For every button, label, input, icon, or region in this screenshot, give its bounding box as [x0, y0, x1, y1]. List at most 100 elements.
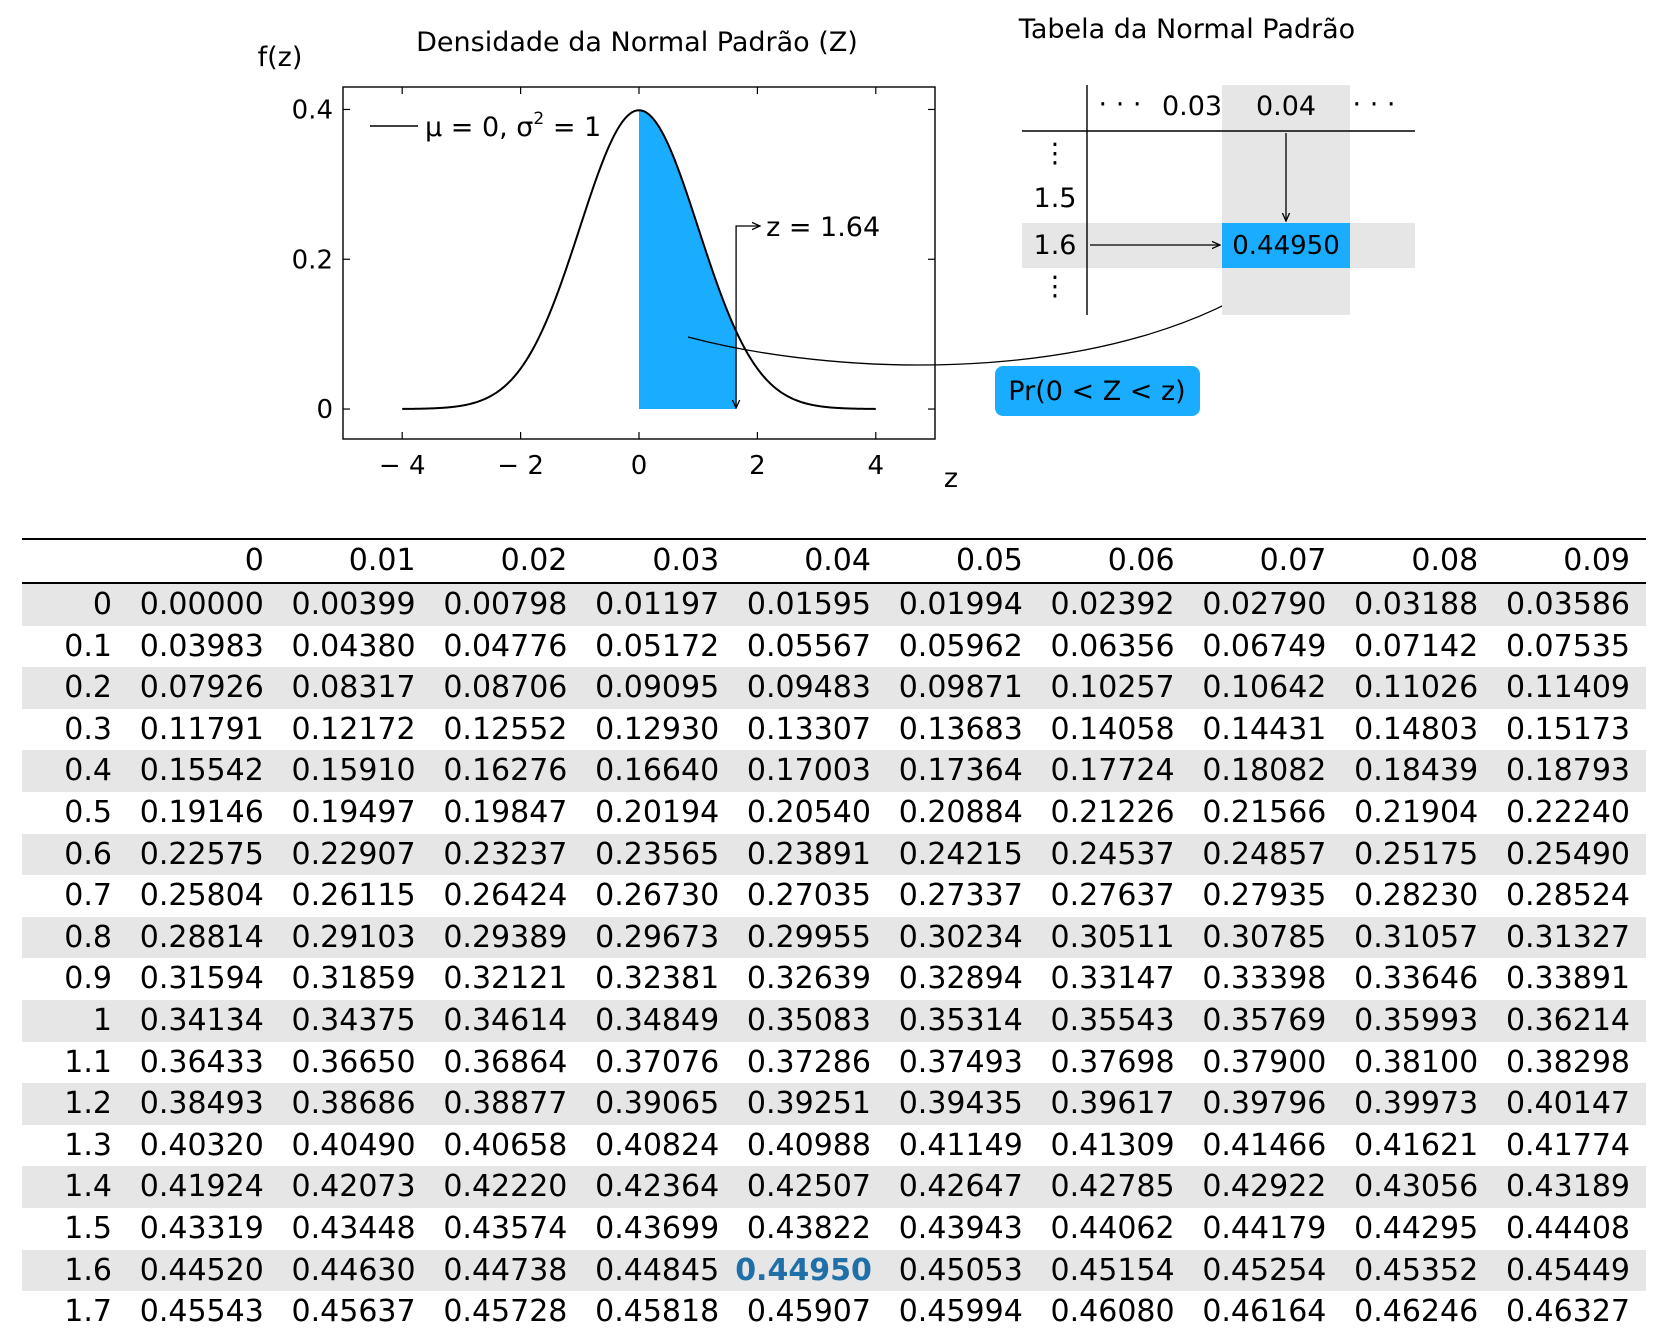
table-cell: 0.36433: [139, 1044, 264, 1080]
table-cell: 0.18439: [1354, 753, 1479, 789]
table-cell: 0.42220: [443, 1169, 568, 1205]
table-cell: 0.02392: [1050, 587, 1175, 622]
table-cell: 0.11791: [139, 711, 264, 747]
table-cell: 0.42922: [1202, 1169, 1327, 1205]
probability-callout: Pr(0 < Z < z): [995, 366, 1200, 416]
table-cell: 0.28524: [1505, 878, 1630, 914]
table-row: 0.6 0.22575 0.22907 0.23237 0.23565 0.23891 0.…: [22, 833, 1646, 876]
table-cell: 0.09483: [746, 670, 871, 706]
table-cell: 0.21904: [1354, 794, 1479, 830]
table-cell: 0.27935: [1202, 878, 1327, 914]
table-cell: 0.46246: [1354, 1294, 1479, 1330]
column-header: 0.02: [500, 543, 568, 578]
table-cell: 0.42647: [898, 1169, 1023, 1205]
table-cell: 0.09871: [898, 670, 1023, 706]
table-row: 0 0.00000 0.00399 0.00798 0.01197 0.01595 0.01…: [22, 583, 1646, 626]
table-cell: 0.31859: [291, 961, 416, 997]
x-ticks: − 4 − 2 0 2 4: [379, 87, 884, 481]
table-cell: 0.34849: [595, 1002, 720, 1038]
table-cell: 0.25804: [139, 878, 264, 914]
table-cell: 0.38100: [1354, 1044, 1479, 1080]
table-cell: 0.40320: [139, 1127, 264, 1163]
row-header: 0.8: [64, 919, 112, 955]
table-cell: 0.22907: [291, 836, 416, 872]
table-cell: 0.31327: [1505, 919, 1630, 955]
table-cell: 0.38686: [291, 1086, 416, 1122]
table-cell: 0.37493: [898, 1044, 1023, 1080]
table-cell: 0.14431: [1202, 711, 1327, 747]
table-cell: 0.45637: [291, 1294, 416, 1330]
table-cell: 0.46080: [1050, 1294, 1175, 1330]
table-row: 1.4 0.41924 0.42073 0.42220 0.42364 0.42507 0.…: [22, 1166, 1646, 1208]
table-cell: 0.22575: [139, 836, 264, 872]
table-cell: 0.16276: [443, 753, 568, 789]
table-row: 1 0.34134 0.34375 0.34614 0.34849 0.35083 0.35…: [22, 999, 1646, 1042]
table-cell: 0.11026: [1354, 670, 1479, 706]
table-cell: 0.17364: [898, 753, 1023, 789]
table-cell: 0.17724: [1050, 753, 1175, 789]
table-cell: 0.29389: [443, 919, 568, 955]
row-header: 0.6: [64, 836, 112, 872]
row-header: 1.4: [64, 1169, 112, 1205]
table-cell: 0.36864: [443, 1044, 568, 1080]
table-cell: 0.10642: [1202, 670, 1327, 706]
x-tick-label: − 2: [497, 451, 544, 481]
table-cell: 0.36650: [291, 1044, 416, 1080]
table-cell: 0.34134: [139, 1002, 264, 1038]
table-cell: 0.01595: [746, 587, 871, 622]
shaded-area: [639, 110, 737, 410]
table-row: 0.8 0.28814 0.29103 0.29389 0.29673 0.29955 0.…: [22, 916, 1646, 959]
table-cell: 0.03188: [1354, 587, 1479, 622]
table-cell: 0.40658: [443, 1127, 568, 1163]
table-cell: 0.39435: [898, 1086, 1023, 1122]
table-cell: 0.40988: [746, 1127, 871, 1163]
table-cell: 0.39065: [595, 1086, 720, 1122]
row-header: 0.7: [64, 878, 112, 914]
table-cell: 0.44408: [1505, 1210, 1630, 1246]
table-cell: 0.15910: [291, 753, 416, 789]
table-body: 0 0.00000 0.00399 0.00798 0.01197 0.01595 0.01…: [22, 583, 1646, 1333]
table-cell: 0.43448: [291, 1210, 416, 1246]
table-row: 1.6 0.44520 0.44630 0.44738 0.44845 0.44950 0.…: [22, 1249, 1646, 1292]
table-cell: 0.20194: [595, 794, 720, 830]
mini-row-16: 1.6: [1034, 230, 1077, 261]
table-cell: 0.37286: [746, 1044, 871, 1080]
table-cell: 0.11409: [1505, 670, 1630, 706]
table-cell: 0.38493: [139, 1086, 264, 1122]
table-cell: 0.24537: [1050, 836, 1175, 872]
table-cell: 0.45818: [595, 1294, 720, 1330]
table-cell: 0.45254: [1202, 1252, 1327, 1288]
row-header: 0.5: [64, 794, 112, 830]
row-header: 0.1: [64, 628, 112, 664]
table-cell: 0.03586: [1505, 587, 1630, 622]
table-cell: 0.38298: [1505, 1044, 1630, 1080]
table-cell: 0.02790: [1202, 587, 1327, 622]
table-cell: 0.33646: [1354, 961, 1479, 997]
table-cell: 0.43574: [443, 1210, 568, 1246]
table-cell: 0.20884: [898, 794, 1023, 830]
table-cell: 0.05567: [746, 628, 871, 664]
mini-value: 0.44950: [1232, 231, 1340, 261]
table-cell: 0.06749: [1202, 628, 1327, 664]
table-cell: 0.29955: [746, 919, 871, 955]
table-cell: 0.15173: [1505, 711, 1630, 747]
column-header: 0.09: [1563, 543, 1630, 578]
table-cell: 0.41309: [1050, 1127, 1175, 1163]
table-row: 1.5 0.43319 0.43448 0.43574 0.43699 0.43822 0.…: [22, 1208, 1646, 1250]
table-cell: 0.25490: [1505, 836, 1630, 872]
table-cell: 0.05962: [898, 628, 1023, 664]
table-cell: 0.27337: [898, 878, 1023, 914]
row-header: 0.3: [64, 711, 112, 747]
column-header: 0.05: [955, 543, 1023, 578]
z-annotation-label: z = 1.64: [766, 212, 880, 243]
y-tick-label: 0.4: [292, 95, 333, 125]
row-header: 1.5: [64, 1210, 112, 1246]
table-cell: 0.23891: [746, 836, 871, 872]
table-cell: 0.37076: [595, 1044, 720, 1080]
table-cell: 0.37698: [1050, 1044, 1175, 1080]
table-cell: 0.43943: [898, 1210, 1023, 1246]
table-cell: 0.40147: [1505, 1086, 1630, 1122]
mini-value-cell: [1222, 223, 1350, 268]
x-tick-label: 4: [868, 451, 885, 481]
